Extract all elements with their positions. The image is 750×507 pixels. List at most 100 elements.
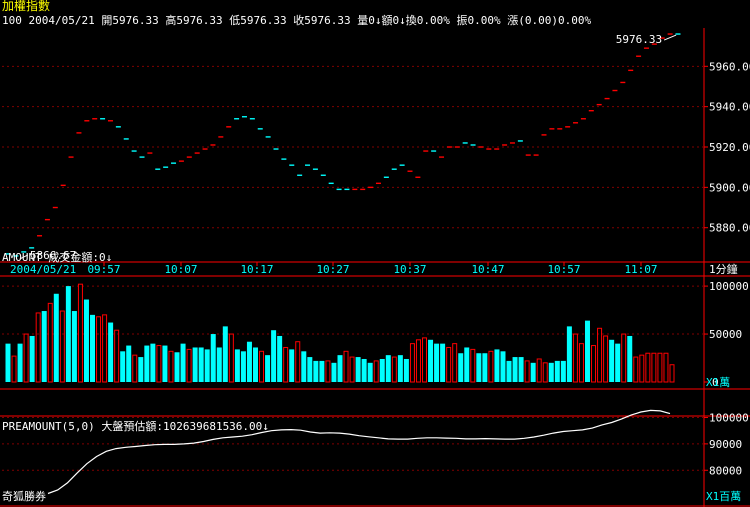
amount-bar [560, 360, 566, 382]
amount-bar [367, 362, 373, 382]
time-tick-label: 2004/05/21 [10, 263, 76, 276]
amount-bar [325, 360, 331, 383]
amount-bar [222, 326, 228, 382]
amount-bar [663, 352, 669, 383]
amount-bar [385, 355, 391, 382]
amount-bar [126, 345, 132, 382]
time-tick-label: 10:57 [547, 263, 580, 276]
amount-bar [246, 341, 252, 382]
amount-bar [71, 311, 77, 382]
amount-bar [657, 352, 663, 383]
time-tick-label: 10:47 [471, 263, 504, 276]
amount-bar [59, 310, 65, 383]
amount-bar [23, 333, 29, 383]
amount-bar [428, 339, 434, 382]
amount-bar [639, 354, 645, 383]
amount-bar [168, 350, 174, 383]
time-tick-label: 10:17 [240, 263, 273, 276]
amount-bar [108, 322, 114, 382]
time-tick-label: 10:07 [164, 263, 197, 276]
amount-bar [391, 356, 397, 383]
amount-bar [422, 337, 428, 383]
preamount-indicator-label: PREAMOUNT(5,0) 大盤預估額:102639681536.00↓ [2, 420, 269, 433]
amount-bar [289, 349, 295, 382]
amount-bar [331, 362, 337, 382]
price-tick-label: 5960.00 [709, 60, 750, 73]
preamount-tick-label: 80000 [709, 464, 742, 477]
amount-bar [584, 320, 590, 382]
amount-bar [277, 335, 283, 382]
amount-bar [29, 335, 35, 382]
amount-bar [548, 362, 554, 382]
amount-bar [458, 353, 464, 382]
amount-bar [343, 350, 349, 383]
amount-bar [506, 360, 512, 382]
amount-bar [415, 339, 421, 383]
amount-bar [645, 352, 651, 383]
low-price-label: 5866.67 [30, 249, 76, 262]
amount-bar [17, 343, 23, 382]
amount-bar [536, 358, 542, 383]
amount-bar [216, 347, 222, 382]
amount-bar [464, 347, 470, 382]
chart-title: 加權指數 [2, 0, 51, 13]
amount-bar [373, 360, 379, 383]
amount-bar [542, 362, 548, 383]
amount-bar [488, 350, 494, 383]
amount-tick-label: 0 [712, 376, 719, 389]
time-tick-label: 10:37 [393, 263, 426, 276]
amount-bar [355, 357, 361, 382]
amount-bar [192, 347, 198, 382]
amount-bar [47, 302, 53, 383]
amount-bar [228, 333, 234, 383]
low-pointer [19, 254, 29, 260]
time-tick-label: 11:07 [624, 263, 657, 276]
amount-bar [295, 341, 301, 383]
amount-bar [379, 358, 385, 382]
amount-bar [11, 355, 17, 383]
amount-bar [5, 343, 11, 382]
last-price-label: 5976.33 [616, 33, 662, 46]
amount-bar [138, 357, 144, 382]
amount-unit-label: X1萬 [706, 376, 730, 389]
amount-tick-label: 50000 [709, 328, 742, 341]
amount-bar [633, 356, 639, 383]
amount-bar [434, 343, 440, 382]
amount-bar [210, 334, 216, 382]
amount-bar [180, 343, 186, 382]
amount-bar [307, 357, 313, 382]
amount-bar [476, 353, 482, 382]
amount-bar [482, 353, 488, 382]
amount-bar [252, 347, 258, 382]
amount-bar [591, 345, 597, 383]
amount-bar [500, 351, 506, 382]
amount-bar [337, 355, 343, 382]
broker-label: 奇狐勝券 [2, 490, 46, 503]
time-tick-label: 10:27 [316, 263, 349, 276]
amount-bar [669, 364, 675, 383]
amount-bar [83, 299, 89, 382]
amount-bar [572, 333, 578, 383]
amount-bar [265, 355, 271, 382]
amount-bar [349, 356, 355, 383]
amount-bar [621, 333, 627, 383]
price-tick-label: 5940.00 [709, 101, 750, 114]
amount-bar [271, 330, 277, 382]
amount-bar [35, 312, 41, 383]
amount-bar [397, 355, 403, 382]
amount-bar [627, 335, 633, 382]
amount-bar [470, 348, 476, 383]
quote-info-bar: 100 2004/05/21 開5976.33 高5976.33 低5976.3… [2, 14, 592, 27]
amount-bar [114, 329, 120, 383]
amount-bar [440, 343, 446, 382]
interval-label: 1分鐘 [709, 262, 738, 276]
price-tick-label: 5920.00 [709, 141, 750, 154]
amount-bar [162, 345, 168, 382]
amount-indicator-label: AMOUNT 成交金額:0↓ [2, 251, 113, 264]
amount-bar [240, 351, 246, 382]
amount-bar [283, 346, 289, 383]
amount-bar [578, 343, 584, 383]
amount-bar [120, 351, 126, 382]
amount-bar [518, 357, 524, 382]
